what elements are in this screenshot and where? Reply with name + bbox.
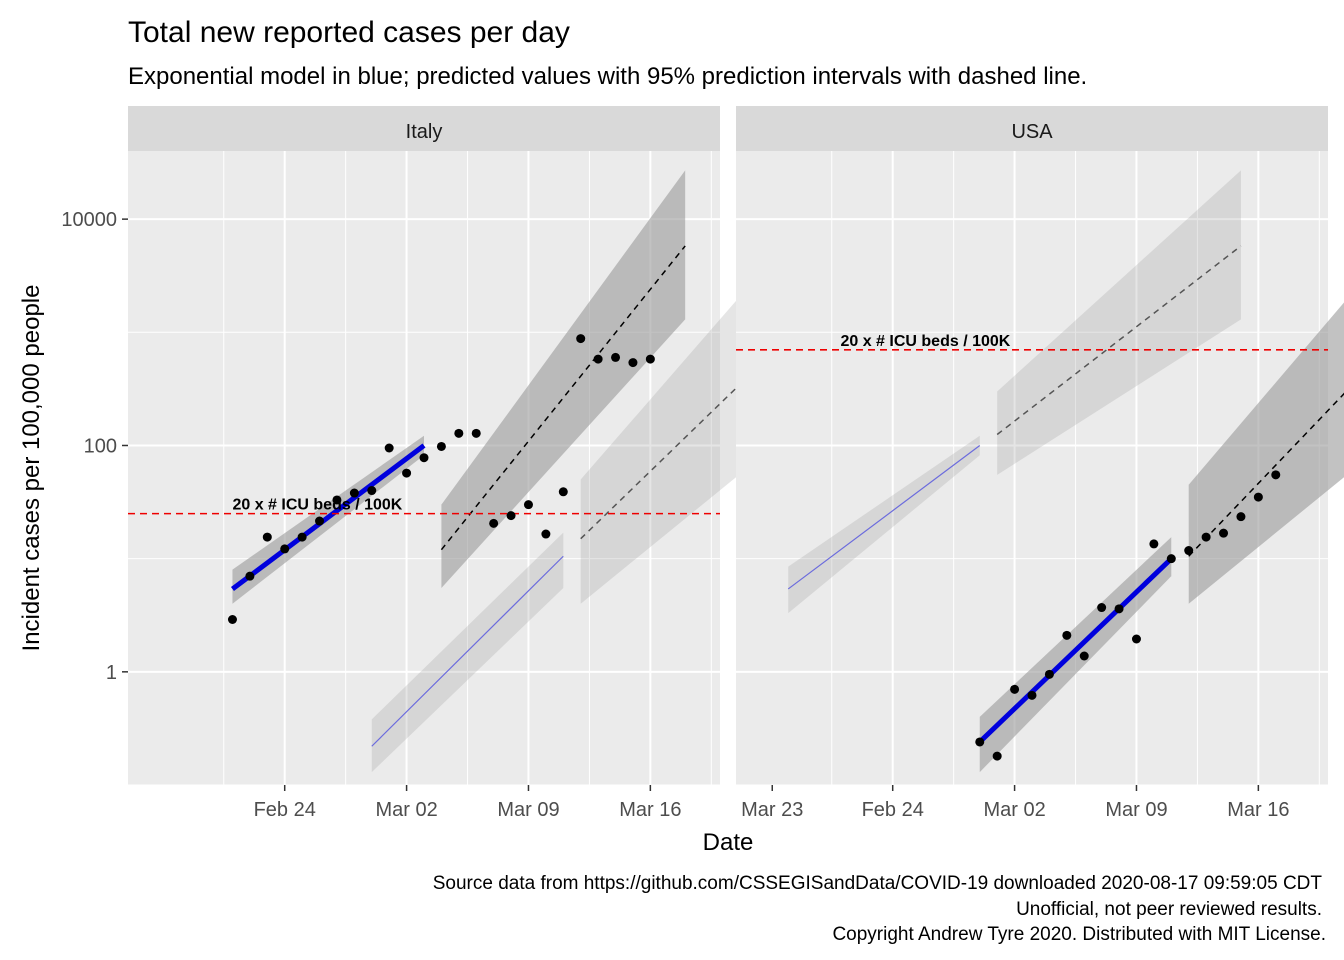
x-tick-label: Mar 02 <box>375 799 437 821</box>
caption-source: Source data from https://github.com/CSSE… <box>433 873 1323 894</box>
data-point <box>454 428 464 438</box>
data-point <box>332 495 342 505</box>
data-point <box>506 511 516 521</box>
x-tick-label: Mar 09 <box>497 799 559 821</box>
data-point <box>1201 532 1211 542</box>
data-point <box>523 500 533 510</box>
y-tick-label: 1 <box>106 662 117 684</box>
x-tick-label: Feb 24 <box>862 799 924 821</box>
chart-title: Total new reported cases per day <box>128 16 570 49</box>
data-point <box>1236 512 1246 522</box>
plot-marks <box>736 170 1344 773</box>
other-fit-line <box>787 445 981 590</box>
data-point <box>1114 604 1124 614</box>
data-point <box>593 354 603 364</box>
data-point <box>280 544 290 554</box>
facet-panel-italy: Italy 20 x # ICU beds / 100K <box>128 106 808 786</box>
other-prediction-line <box>580 318 808 540</box>
strip-background <box>736 106 1328 151</box>
panel-background <box>128 151 720 785</box>
prediction-band <box>441 170 686 589</box>
caption-unofficial: Unofficial, not peer reviewed results. <box>1016 899 1322 920</box>
data-point <box>628 358 638 368</box>
exponential-fit-line <box>978 556 1174 744</box>
facet-panel-usa: USA 20 x # ICU beds / 100K <box>736 106 1344 786</box>
data-point <box>611 352 621 362</box>
chart-subtitle: Exponential model in blue; predicted val… <box>128 63 1087 90</box>
other-fit-band <box>371 532 564 773</box>
data-point <box>402 468 412 478</box>
x-tick-label: Mar 16 <box>1227 799 1289 821</box>
data-point <box>576 334 586 344</box>
other-fit-line <box>371 555 564 747</box>
data-point <box>315 516 325 526</box>
data-point <box>1044 669 1054 679</box>
data-point <box>975 737 985 747</box>
y-axis: 1 100 10000 <box>61 209 128 684</box>
data-point <box>419 453 429 463</box>
y-tick-label: 10000 <box>61 209 117 231</box>
other-fit-band <box>788 435 980 614</box>
data-point <box>1166 554 1176 564</box>
data-point <box>227 614 237 624</box>
icu-beds-label: 20 x # ICU beds / 100K <box>840 333 1010 350</box>
x-axis-label: Date <box>703 829 754 856</box>
y-axis-label: Incident cases per 100,000 people <box>18 285 45 652</box>
data-point <box>245 571 255 581</box>
data-point <box>1271 470 1281 480</box>
other-prediction-band <box>997 170 1241 475</box>
x-axis-italy: Feb 24 Mar 02 Mar 09 Mar 16 Mar 23 <box>254 785 803 821</box>
data-point <box>992 751 1002 761</box>
strip-label-italy: Italy <box>406 121 443 143</box>
exponential-fit-line <box>230 443 426 591</box>
x-tick-label: Mar 23 <box>741 799 803 821</box>
data-point <box>384 443 394 453</box>
caption-copyright: Copyright Andrew Tyre 2020. Distributed … <box>832 924 1326 945</box>
data-point <box>1097 603 1107 613</box>
data-point <box>367 486 377 496</box>
prediction-band <box>1188 302 1344 604</box>
data-point <box>1079 651 1089 661</box>
data-point <box>1149 539 1159 549</box>
data-point <box>471 428 481 438</box>
data-point <box>645 354 655 364</box>
x-tick-label: Feb 24 <box>254 799 316 821</box>
data-point <box>489 518 499 528</box>
data-point <box>349 488 359 498</box>
strip-label-usa: USA <box>1011 121 1053 143</box>
prediction-line <box>440 245 686 551</box>
data-point <box>262 532 272 542</box>
data-point <box>558 487 568 497</box>
strip-background <box>128 106 720 151</box>
data-point <box>1184 546 1194 556</box>
data-point <box>1131 634 1141 644</box>
x-tick-label: Mar 16 <box>619 799 681 821</box>
icu-beds-label: 20 x # ICU beds / 100K <box>232 497 402 514</box>
data-point <box>1062 630 1072 640</box>
other-prediction-line <box>996 245 1242 436</box>
fit-band <box>979 537 1172 773</box>
data-point <box>297 532 307 542</box>
x-tick-label: Mar 09 <box>1105 799 1167 821</box>
data-point <box>541 529 551 539</box>
data-point <box>1219 528 1229 538</box>
data-point <box>1010 684 1020 694</box>
data-point <box>1253 492 1263 502</box>
x-tick-label: Mar 02 <box>983 799 1045 821</box>
data-point <box>1027 690 1037 700</box>
y-tick-label: 100 <box>84 435 117 457</box>
data-point <box>436 441 446 451</box>
